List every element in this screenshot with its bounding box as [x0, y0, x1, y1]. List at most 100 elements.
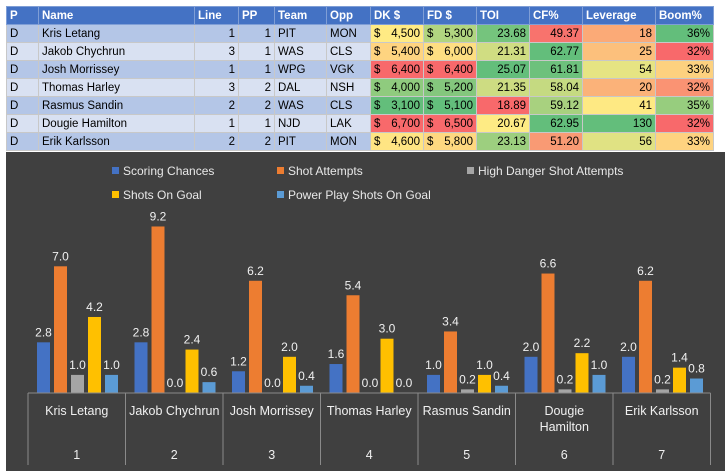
pp-cell[interactable]: 2	[238, 78, 275, 97]
table-row[interactable]: D Thomas Harley 3 2 DAL NSH $4,000 $5,200 21.35 5…	[6, 78, 714, 97]
dk-salary-cell[interactable]: $4,000	[370, 78, 424, 97]
boom-percent-cell[interactable]: 36%	[655, 24, 714, 43]
opponent-cell[interactable]: NSH	[326, 78, 371, 97]
boom-percent-cell[interactable]: 33%	[655, 60, 714, 79]
column-header[interactable]: FD $	[423, 6, 477, 25]
toi-cell[interactable]: 21.35	[476, 78, 530, 97]
team-cell[interactable]: PIT	[274, 132, 327, 151]
boom-percent-cell[interactable]: 35%	[655, 96, 714, 115]
leverage-cell[interactable]: 56	[582, 132, 656, 151]
pp-cell[interactable]: 1	[238, 114, 275, 133]
fd-salary-cell[interactable]: $5,200	[423, 78, 477, 97]
fd-salary-cell[interactable]: $6,400	[423, 60, 477, 79]
dk-salary-cell[interactable]: $3,100	[370, 96, 424, 115]
toi-cell[interactable]: 23.68	[476, 24, 530, 43]
cf-percent-cell[interactable]: 59.12	[529, 96, 583, 115]
player-name-cell[interactable]: Rasmus Sandin	[38, 96, 195, 115]
position-cell[interactable]: D	[6, 132, 39, 151]
player-name-cell[interactable]: Thomas Harley	[38, 78, 195, 97]
pp-cell[interactable]: 2	[238, 132, 275, 151]
team-cell[interactable]: NJD	[274, 114, 327, 133]
dk-salary-cell[interactable]: $4,600	[370, 132, 424, 151]
fd-salary-cell[interactable]: $5,300	[423, 24, 477, 43]
boom-percent-cell[interactable]: 32%	[655, 42, 714, 61]
table-row[interactable]: D Rasmus Sandin 2 2 WAS CLS $3,100 $5,100 18.89 5…	[6, 96, 714, 115]
team-cell[interactable]: WAS	[274, 96, 327, 115]
opponent-cell[interactable]: LAK	[326, 114, 371, 133]
position-cell[interactable]: D	[6, 96, 39, 115]
line-cell[interactable]: 2	[194, 132, 239, 151]
table-row[interactable]: D Kris Letang 1 1 PIT MON $4,500 $5,300 23.68 49.…	[6, 24, 714, 43]
line-cell[interactable]: 1	[194, 60, 239, 79]
cf-percent-cell[interactable]: 61.81	[529, 60, 583, 79]
column-header[interactable]: PP	[238, 6, 275, 25]
position-cell[interactable]: D	[6, 60, 39, 79]
line-cell[interactable]: 2	[194, 96, 239, 115]
dk-salary-cell[interactable]: $6,400	[370, 60, 424, 79]
team-cell[interactable]: DAL	[274, 78, 327, 97]
dk-salary-cell[interactable]: $6,700	[370, 114, 424, 133]
column-header[interactable]: Boom%	[655, 6, 714, 25]
toi-cell[interactable]: 21.31	[476, 42, 530, 61]
table-row[interactable]: D Jakob Chychrun 3 1 WAS CLS $5,400 $6,000 21.31…	[6, 42, 714, 61]
player-name-cell[interactable]: Erik Karlsson	[38, 132, 195, 151]
position-cell[interactable]: D	[6, 24, 39, 43]
opponent-cell[interactable]: CLS	[326, 96, 371, 115]
position-cell[interactable]: D	[6, 78, 39, 97]
dk-salary-cell[interactable]: $4,500	[370, 24, 424, 43]
line-cell[interactable]: 1	[194, 24, 239, 43]
cf-percent-cell[interactable]: 62.95	[529, 114, 583, 133]
line-cell[interactable]: 1	[194, 114, 239, 133]
player-name-cell[interactable]: Jakob Chychrun	[38, 42, 195, 61]
boom-percent-cell[interactable]: 32%	[655, 78, 714, 97]
fd-salary-cell[interactable]: $6,500	[423, 114, 477, 133]
column-header[interactable]: Line	[194, 6, 239, 25]
player-name-cell[interactable]: Dougie Hamilton	[38, 114, 195, 133]
team-cell[interactable]: PIT	[274, 24, 327, 43]
leverage-cell[interactable]: 54	[582, 60, 656, 79]
boom-percent-cell[interactable]: 33%	[655, 132, 714, 151]
toi-cell[interactable]: 23.13	[476, 132, 530, 151]
player-name-cell[interactable]: Kris Letang	[38, 24, 195, 43]
column-header[interactable]: Team	[274, 6, 327, 25]
leverage-cell[interactable]: 20	[582, 78, 656, 97]
fd-salary-cell[interactable]: $5,100	[423, 96, 477, 115]
column-header[interactable]: Name	[38, 6, 195, 25]
leverage-cell[interactable]: 18	[582, 24, 656, 43]
cf-percent-cell[interactable]: 51.20	[529, 132, 583, 151]
column-header[interactable]: Opp	[326, 6, 371, 25]
position-cell[interactable]: D	[6, 114, 39, 133]
position-cell[interactable]: D	[6, 42, 39, 61]
opponent-cell[interactable]: MON	[326, 24, 371, 43]
pp-cell[interactable]: 1	[238, 42, 275, 61]
toi-cell[interactable]: 20.67	[476, 114, 530, 133]
leverage-cell[interactable]: 25	[582, 42, 656, 61]
player-name-cell[interactable]: Josh Morrissey	[38, 60, 195, 79]
opponent-cell[interactable]: VGK	[326, 60, 371, 79]
line-cell[interactable]: 3	[194, 78, 239, 97]
opponent-cell[interactable]: MON	[326, 132, 371, 151]
leverage-cell[interactable]: 41	[582, 96, 656, 115]
toi-cell[interactable]: 25.07	[476, 60, 530, 79]
opponent-cell[interactable]: CLS	[326, 42, 371, 61]
fd-salary-cell[interactable]: $6,000	[423, 42, 477, 61]
team-cell[interactable]: WPG	[274, 60, 327, 79]
leverage-cell[interactable]: 130	[582, 114, 656, 133]
table-row[interactable]: D Dougie Hamilton 1 1 NJD LAK $6,700 $6,500 20.6…	[6, 114, 714, 133]
column-header[interactable]: CF%	[529, 6, 583, 25]
cf-percent-cell[interactable]: 62.77	[529, 42, 583, 61]
column-header[interactable]: DK $	[370, 6, 424, 25]
boom-percent-cell[interactable]: 32%	[655, 114, 714, 133]
column-header[interactable]: P	[6, 6, 39, 25]
fd-salary-cell[interactable]: $5,800	[423, 132, 477, 151]
column-header[interactable]: Leverage	[582, 6, 656, 25]
toi-cell[interactable]: 18.89	[476, 96, 530, 115]
cf-percent-cell[interactable]: 58.04	[529, 78, 583, 97]
team-cell[interactable]: WAS	[274, 42, 327, 61]
table-row[interactable]: D Erik Karlsson 2 2 PIT MON $4,600 $5,800 23.13 5…	[6, 132, 714, 151]
table-row[interactable]: D Josh Morrissey 1 1 WPG VGK $6,400 $6,400 25.07…	[6, 60, 714, 79]
cf-percent-cell[interactable]: 49.37	[529, 24, 583, 43]
dk-salary-cell[interactable]: $5,400	[370, 42, 424, 61]
line-cell[interactable]: 3	[194, 42, 239, 61]
column-header[interactable]: TOI	[476, 6, 530, 25]
